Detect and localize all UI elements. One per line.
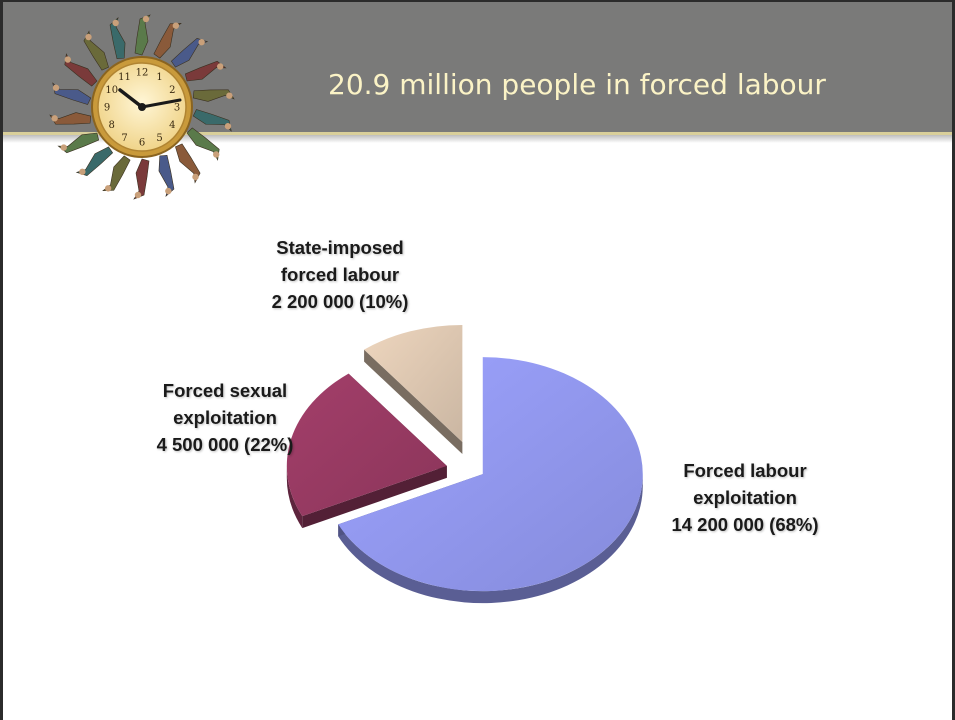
- clock-numeral: 5: [156, 133, 162, 144]
- person-figure: [175, 143, 201, 184]
- title-underline: [3, 132, 952, 135]
- person-figure: [134, 14, 151, 56]
- person-figure: [75, 146, 114, 177]
- person-figure: [83, 30, 109, 71]
- clock-numeral: 2: [169, 85, 175, 96]
- slice-label-line: 4 500 000 (22%): [156, 434, 294, 455]
- slice-label-line: exploitation: [173, 407, 277, 428]
- person-figure: [57, 132, 100, 154]
- person-figure: [192, 89, 235, 102]
- title-shadow: [3, 135, 952, 143]
- person-figure: [109, 16, 126, 59]
- slice-label-line: Forced labour: [683, 460, 807, 481]
- person-figure: [153, 22, 182, 59]
- clock-numeral: 10: [105, 85, 118, 96]
- pie-slice: [364, 324, 463, 442]
- person-figure: [52, 82, 92, 105]
- frame-top: [0, 0, 955, 2]
- person-figure: [186, 127, 220, 161]
- clock-numeral: 11: [118, 72, 131, 83]
- pie-slice: [286, 373, 447, 517]
- person-figure: [133, 158, 150, 200]
- pie-slice-wall: [302, 465, 447, 529]
- person-figure: [64, 53, 98, 87]
- clock-numeral: 12: [136, 68, 149, 79]
- clock-numeral: 4: [169, 120, 175, 131]
- people-ring: [49, 14, 235, 200]
- person-figure: [184, 60, 227, 82]
- slice-label-line: exploitation: [693, 487, 797, 508]
- clock-numeral: 7: [121, 133, 127, 144]
- pie-slice: [338, 357, 643, 592]
- person-figure: [158, 155, 175, 198]
- clock-numeral: 1: [156, 72, 162, 83]
- clock-numeral: 8: [109, 120, 115, 131]
- slice-label-line: 2 200 000 (10%): [271, 291, 409, 312]
- slice-label-sexual-exploitation: Forced sexual exploitation 4 500 000 (22…: [120, 377, 330, 458]
- frame-left: [0, 0, 3, 720]
- pie-slice-wall: [364, 349, 463, 454]
- slice-label-state-imposed: State-imposed forced labour 2 200 000 (1…: [235, 234, 445, 315]
- frame-right: [952, 0, 955, 720]
- slice-label-forced-labour: Forced labour exploitation 14 200 000 (6…: [640, 457, 850, 538]
- person-figure: [102, 155, 131, 192]
- person-figure: [49, 112, 92, 125]
- person-figure: [192, 109, 232, 132]
- person-figure: [170, 37, 209, 68]
- clock-numeral: 6: [139, 138, 145, 149]
- clock-numeral: 3: [174, 103, 180, 114]
- slice-label-line: Forced sexual: [162, 380, 288, 401]
- pie-slice-side: [286, 465, 303, 529]
- slide-title: 20.9 million people in forced labour: [328, 68, 826, 101]
- clock-numeral: 9: [104, 103, 110, 114]
- slice-label-line: State-imposed: [276, 237, 404, 258]
- slice-label-line: 14 200 000 (68%): [671, 514, 819, 535]
- slice-label-line: forced labour: [280, 264, 400, 285]
